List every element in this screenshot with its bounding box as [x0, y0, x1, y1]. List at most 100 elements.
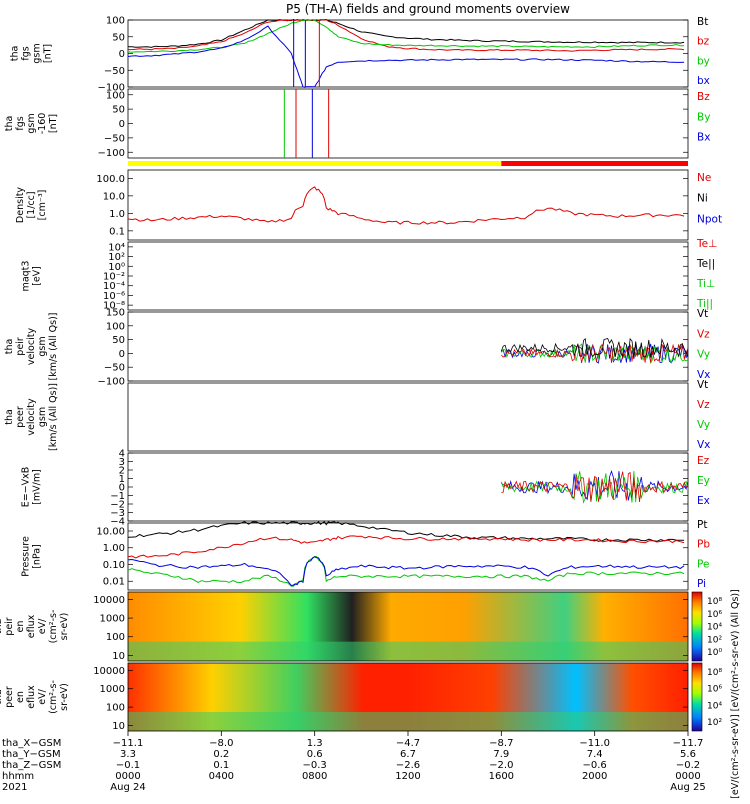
- y-axis-label-line: peir: [4, 617, 15, 636]
- y-axis-label-line: eV/: [37, 618, 48, 634]
- y-axis-label: thapeirenefluxeV/(cm²-s-sr-eV): [0, 610, 70, 644]
- legend-vy: Vy: [697, 419, 710, 431]
- colorbar-tick-label: 10²: [707, 718, 722, 728]
- series-bx: [127, 25, 685, 88]
- x-row-value: −11.7: [673, 738, 704, 749]
- y-tick-label: −100: [98, 377, 125, 388]
- legend-vx: Vx: [697, 439, 710, 451]
- y-tick-label: 150: [106, 308, 125, 319]
- spectrogram-low-energy-band: [128, 711, 688, 731]
- y-axis-label-line: [eV]: [32, 266, 43, 286]
- y-axis-label-line: E=−VxB: [21, 467, 32, 508]
- y-axis-label-line: gsm: [32, 43, 43, 63]
- y-axis-label: thapeerenefluxeV/(cm²-s-sr-eV): [0, 680, 70, 714]
- legend-vt: Vt: [697, 308, 708, 320]
- y-tick-label: −3: [110, 508, 125, 519]
- y-axis-label-line: [nPa]: [32, 544, 43, 569]
- panel-frame: [127, 241, 689, 311]
- legend-vy: Vy: [697, 349, 710, 361]
- spectrogram-low-energy-band: [128, 641, 688, 661]
- panel-elec-spec: 10⁸ 10⁶ 10⁴ 10² 10000 1000 100 10 thapeereneflux…: [0, 662, 722, 732]
- y-tick-label: 0: [119, 119, 125, 130]
- panel-frame: [127, 19, 689, 88]
- y-tick-label: 0.1: [109, 226, 125, 237]
- x-axis-annotation: tha_X−GSM −11.1 −8.0 1.3 −4.7 −8.7 −11.0 −11.7 t…: [2, 589, 741, 799]
- legend-ex: Ex: [697, 495, 710, 507]
- x-row-value: 1.3: [307, 738, 323, 749]
- panel-ion-spec: 10⁸ 10⁶ 10⁴ 10² 10⁰ 10000 1000 100 10 thapeirenef…: [0, 591, 722, 662]
- y-tick-label: −50: [104, 363, 125, 374]
- y-axis-label-line: peir: [15, 337, 26, 356]
- legend-vt: Vt: [697, 379, 708, 391]
- legend-ti: Ti⊥: [696, 278, 715, 290]
- noise-trace: [500, 470, 689, 504]
- y-axis-label-line: peer: [4, 686, 15, 708]
- x-row-label: tha_Z−GSM: [2, 760, 61, 771]
- x-row-value: 6.7: [400, 749, 416, 760]
- y-tick-label: 10⁴: [108, 242, 125, 253]
- legend-ne: Ne: [697, 172, 711, 184]
- x-row-label: tha_Y−GSM: [2, 749, 61, 760]
- panel-velocity2: thapeervelocitygsm[km/s (All Qs)] Vt Vz Vy V…: [4, 379, 710, 452]
- colorbar-tick-label: 10⁸: [707, 597, 722, 607]
- colorbar-label: [eV/(cm²-s-sr-eV)] [eV/(cm²-s-sr-eV) (Al…: [730, 589, 741, 799]
- y-tick-label: 3: [119, 457, 125, 468]
- legend-bx: Bx: [697, 132, 710, 144]
- legend-bt: Bt: [697, 16, 708, 28]
- colorbar-tick-label: 10⁰: [707, 648, 722, 658]
- series-pe: [127, 555, 685, 587]
- x-row-value: 5.6: [680, 749, 696, 760]
- y-axis-label-line: velocity: [26, 328, 37, 366]
- legend-te: Te⊥: [696, 238, 717, 250]
- y-tick-label: 50: [112, 335, 125, 346]
- y-axis-label: thapeirvelocitygsm[km/s (All Qs)]: [4, 313, 59, 381]
- y-axis-label-line: (cm²-s-: [48, 680, 59, 714]
- x-row-value: −11.0: [579, 738, 610, 749]
- y-axis-label-line: Pressure: [21, 536, 32, 577]
- y-axis-label-line: sr-eV): [59, 683, 70, 711]
- y-tick-label: 10000: [93, 666, 125, 677]
- y-axis-label-line: tha: [4, 409, 15, 425]
- y-tick-label: 10.0: [103, 191, 125, 202]
- legend-npot: Npot: [697, 213, 722, 225]
- y-axis-label-line: maqt3: [21, 261, 32, 292]
- y-tick-label: −1: [110, 491, 125, 502]
- colorbar: [691, 591, 703, 662]
- y-tick-label: 1.00: [103, 543, 125, 554]
- y-tick-label: 50: [112, 105, 125, 116]
- x-row-value: 1200: [395, 771, 420, 782]
- x-row-value: 2000: [582, 771, 607, 782]
- legend-vz: Vz: [697, 328, 710, 340]
- legend-pe: Pe: [697, 558, 709, 570]
- x-row-value: −2.0: [489, 760, 513, 771]
- panel-frame: [127, 452, 689, 522]
- legend-pt: Pt: [697, 519, 707, 531]
- y-tick-label: 100: [106, 90, 125, 101]
- y-tick-label: 10.00: [96, 526, 125, 537]
- x-row-value: −8.7: [489, 738, 513, 749]
- y-axis-label-line: en: [15, 621, 26, 633]
- y-tick-label: 10⁻⁸: [103, 301, 125, 312]
- y-axis-label-line: tha: [4, 116, 15, 132]
- x-row-value: 0800: [302, 771, 327, 782]
- x-year: 2021: [2, 782, 27, 793]
- y-tick-label: −2: [110, 500, 125, 511]
- x-row-value: 3.3: [120, 749, 136, 760]
- y-tick-label: 0.10: [103, 560, 125, 571]
- y-axis-label-line: eV/: [37, 688, 48, 704]
- legend-pi: Pi: [697, 578, 706, 590]
- y-axis-label: thafgsgsm-160[nT]: [4, 113, 59, 135]
- legend-bz: bz: [697, 36, 710, 48]
- x-row-value: 0.1: [213, 760, 229, 771]
- panel-density: 100.0 10.0 1.0 0.1 Density[1/cc][cm⁻³] Ne Ni Np…: [15, 169, 722, 241]
- y-axis-label-line: fgs: [15, 116, 26, 130]
- y-axis-label-line: eflux: [26, 685, 37, 709]
- legend-vz: Vz: [697, 399, 710, 411]
- x-row-value: 7.4: [587, 749, 603, 760]
- series-by: [127, 18, 685, 53]
- y-tick-label: 2: [119, 466, 125, 477]
- panel-frame: [127, 382, 689, 452]
- legend-vx: Vx: [697, 369, 710, 381]
